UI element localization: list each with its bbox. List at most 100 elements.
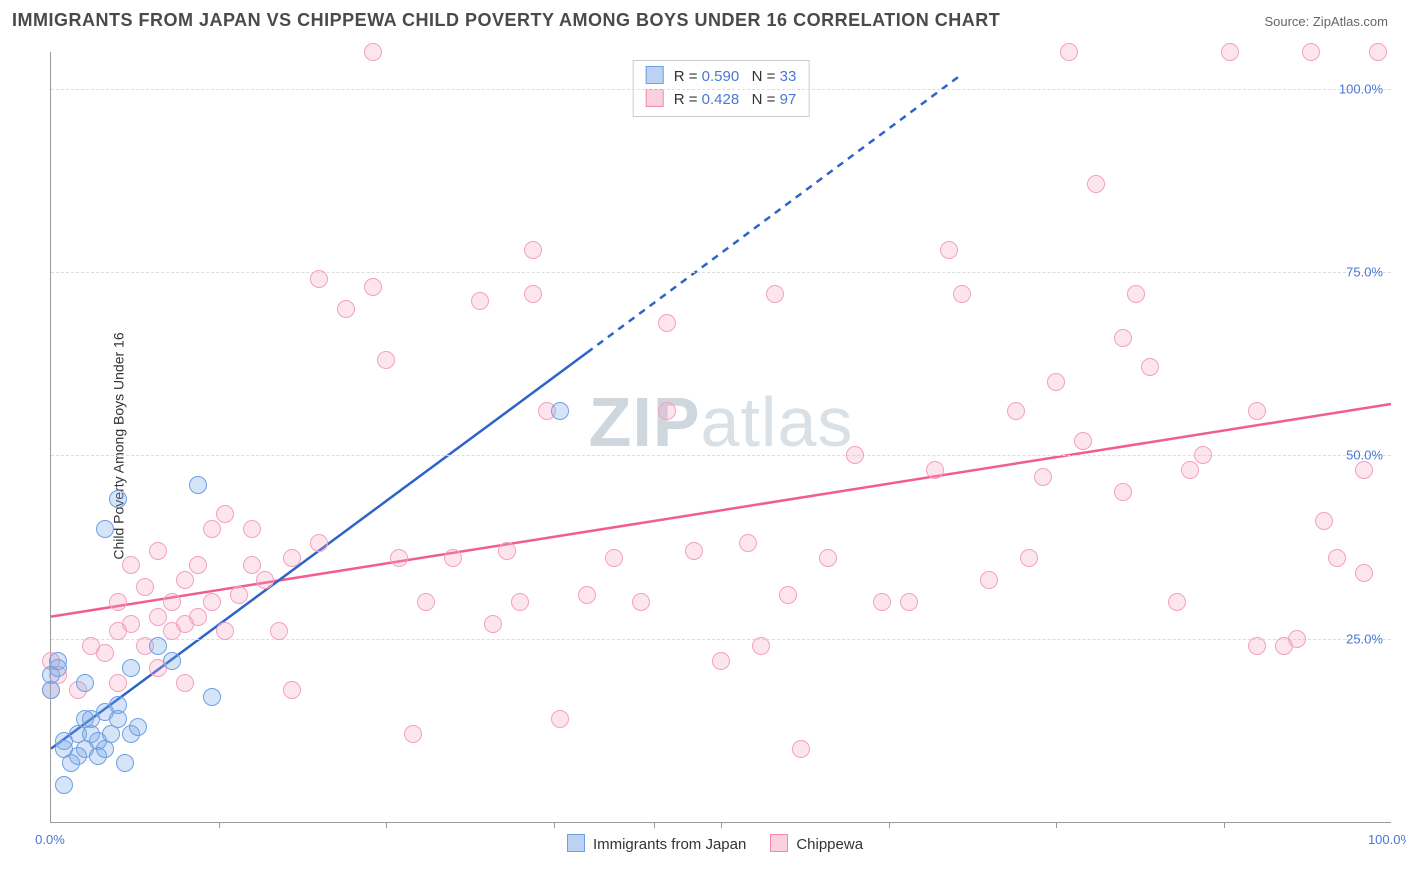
data-point-chippewa [377, 351, 395, 369]
y-tick-label: 100.0% [1339, 81, 1383, 96]
data-point-chippewa [243, 556, 261, 574]
data-point-chippewa [444, 549, 462, 567]
data-point-japan [149, 637, 167, 655]
x-tick-mark [386, 822, 387, 828]
x-tick-mark [1224, 822, 1225, 828]
data-point-chippewa [176, 571, 194, 589]
data-point-chippewa [337, 300, 355, 318]
data-point-chippewa [498, 542, 516, 560]
data-point-chippewa [524, 241, 542, 259]
legend-swatch [770, 834, 788, 852]
data-point-chippewa [310, 270, 328, 288]
data-point-chippewa [189, 608, 207, 626]
data-point-chippewa [1369, 43, 1387, 61]
data-point-chippewa [524, 285, 542, 303]
data-point-chippewa [1168, 593, 1186, 611]
data-point-chippewa [417, 593, 435, 611]
data-point-chippewa [819, 549, 837, 567]
data-point-chippewa [1355, 564, 1373, 582]
data-point-chippewa [752, 637, 770, 655]
data-point-chippewa [163, 593, 181, 611]
source-attribution: Source: ZipAtlas.com [1264, 14, 1388, 29]
data-point-chippewa [364, 43, 382, 61]
gridline-h [51, 455, 1391, 456]
data-point-chippewa [1127, 285, 1145, 303]
data-point-chippewa [658, 402, 676, 420]
y-tick-label: 75.0% [1346, 265, 1383, 280]
y-tick-label: 25.0% [1346, 631, 1383, 646]
data-point-chippewa [149, 608, 167, 626]
data-point-chippewa [1034, 468, 1052, 486]
data-point-chippewa [390, 549, 408, 567]
data-point-chippewa [1141, 358, 1159, 376]
data-point-chippewa [404, 725, 422, 743]
data-point-chippewa [1288, 630, 1306, 648]
data-point-chippewa [256, 571, 274, 589]
r-value: 0.590 [702, 68, 740, 85]
data-point-chippewa [310, 534, 328, 552]
data-point-chippewa [1114, 329, 1132, 347]
plot-area: ZIPatlas R = 0.590 N = 33R = 0.428 N = 9… [50, 52, 1391, 823]
chart-title: IMMIGRANTS FROM JAPAN VS CHIPPEWA CHILD … [12, 10, 1000, 31]
data-point-japan [55, 776, 73, 794]
data-point-chippewa [792, 740, 810, 758]
legend-swatch [567, 834, 585, 852]
gridline-h [51, 89, 1391, 90]
data-point-chippewa [1315, 512, 1333, 530]
regression-line [51, 404, 1391, 617]
x-tick-label: 100.0% [1368, 832, 1406, 847]
data-point-chippewa [1355, 461, 1373, 479]
data-point-chippewa [149, 542, 167, 560]
data-point-chippewa [1328, 549, 1346, 567]
data-point-japan [49, 652, 67, 670]
data-point-chippewa [779, 586, 797, 604]
data-point-japan [76, 674, 94, 692]
data-point-chippewa [739, 534, 757, 552]
legend-label-japan: Immigrants from Japan [593, 836, 746, 853]
n-value: 33 [780, 68, 797, 85]
legend-label-chippewa: Chippewa [796, 836, 863, 853]
r-value: 0.428 [702, 91, 740, 108]
x-tick-mark [721, 822, 722, 828]
data-point-chippewa [873, 593, 891, 611]
data-point-chippewa [1047, 373, 1065, 391]
data-point-japan [116, 754, 134, 772]
data-point-chippewa [940, 241, 958, 259]
data-point-japan [109, 490, 127, 508]
data-point-chippewa [471, 292, 489, 310]
series-legend: Immigrants from Japan Chippewa [0, 834, 1406, 853]
data-point-chippewa [203, 593, 221, 611]
regression-lines-layer [51, 52, 1391, 822]
gridline-h [51, 272, 1391, 273]
data-point-chippewa [1194, 446, 1212, 464]
data-point-chippewa [900, 593, 918, 611]
x-tick-mark [554, 822, 555, 828]
watermark: ZIPatlas [589, 382, 854, 462]
data-point-chippewa [632, 593, 650, 611]
data-point-chippewa [685, 542, 703, 560]
data-point-chippewa [1020, 549, 1038, 567]
source-link[interactable]: ZipAtlas.com [1313, 14, 1388, 29]
data-point-chippewa [551, 710, 569, 728]
data-point-chippewa [216, 622, 234, 640]
data-point-japan [96, 520, 114, 538]
data-point-chippewa [176, 674, 194, 692]
data-point-chippewa [109, 593, 127, 611]
x-tick-mark [1056, 822, 1057, 828]
data-point-chippewa [1248, 402, 1266, 420]
x-tick-mark [654, 822, 655, 828]
data-point-chippewa [136, 578, 154, 596]
source-prefix: Source: [1264, 14, 1312, 29]
legend-swatch [646, 66, 664, 84]
data-point-chippewa [243, 520, 261, 538]
data-point-chippewa [1007, 402, 1025, 420]
data-point-chippewa [283, 681, 301, 699]
gridline-h [51, 639, 1391, 640]
correlation-chart-container: IMMIGRANTS FROM JAPAN VS CHIPPEWA CHILD … [0, 0, 1406, 892]
data-point-chippewa [109, 674, 127, 692]
data-point-chippewa [203, 520, 221, 538]
data-point-japan [189, 476, 207, 494]
data-point-chippewa [578, 586, 596, 604]
data-point-chippewa [1114, 483, 1132, 501]
data-point-chippewa [846, 446, 864, 464]
